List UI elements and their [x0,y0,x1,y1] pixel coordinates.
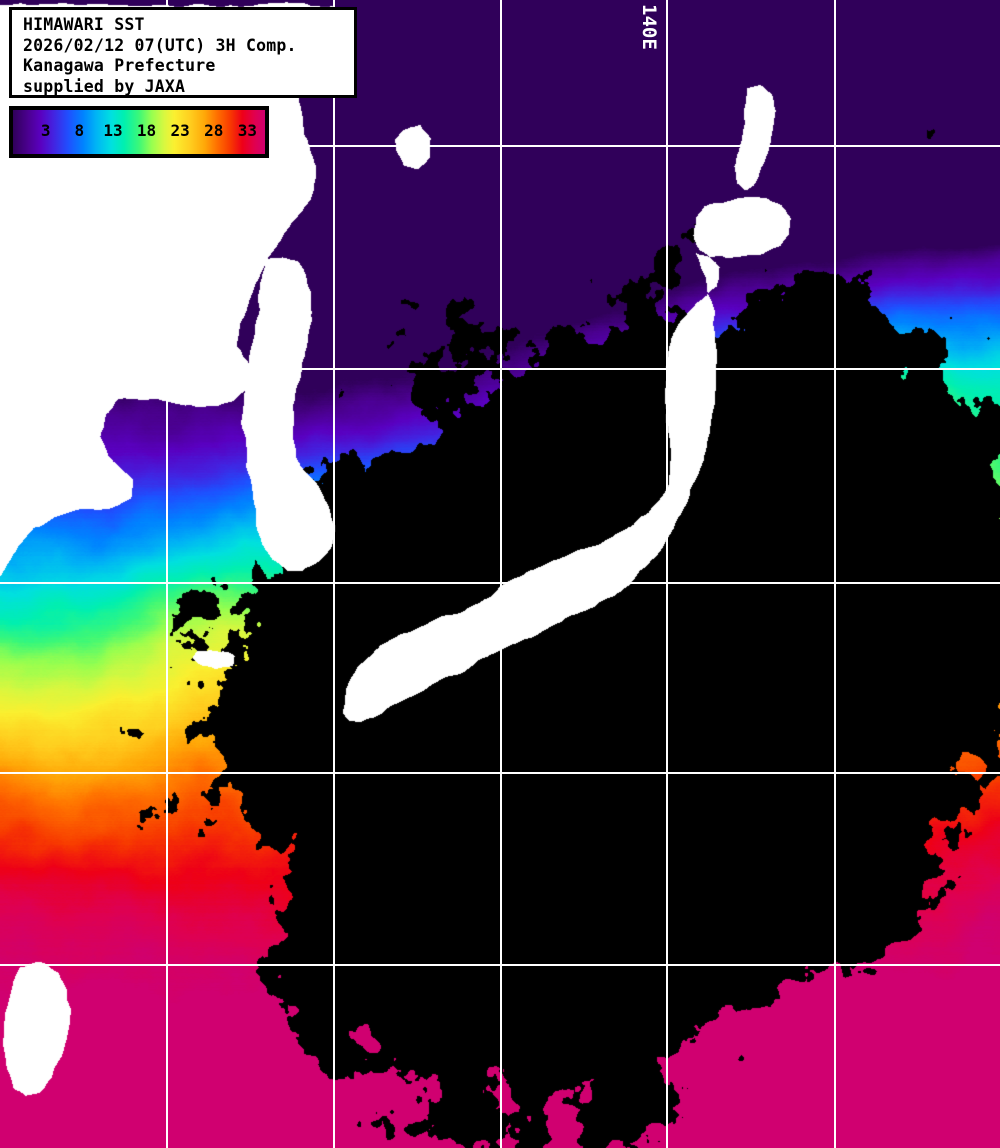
colorbar-tick-8: 8 [74,121,85,140]
colorbar-tick-13: 13 [103,121,123,140]
colorbar-tick-33: 33 [237,121,257,140]
colorbar-tick-18: 18 [136,121,157,140]
product-credit: supplied by JAXA [23,76,186,96]
colorbar-tick-28: 28 [204,121,224,140]
colorbar-gradient [13,110,265,154]
colorbar-tick-23: 23 [170,121,190,140]
colorbar-tick-3: 3 [40,121,51,140]
product-timestamp: 2026/02/12 07(UTC) 3H Comp. [23,35,297,55]
temperature-colorbar: 3 8 13 18 23 28 33 [9,106,269,158]
product-title: HIMAWARI SST [23,15,145,34]
product-info-box: HIMAWARI SST 2026/02/12 07(UTC) 3H Comp.… [9,7,357,98]
colorbar-tick-labels: 3 8 13 18 23 28 33 [13,110,265,154]
product-region: Kanagawa Prefecture [23,56,216,75]
